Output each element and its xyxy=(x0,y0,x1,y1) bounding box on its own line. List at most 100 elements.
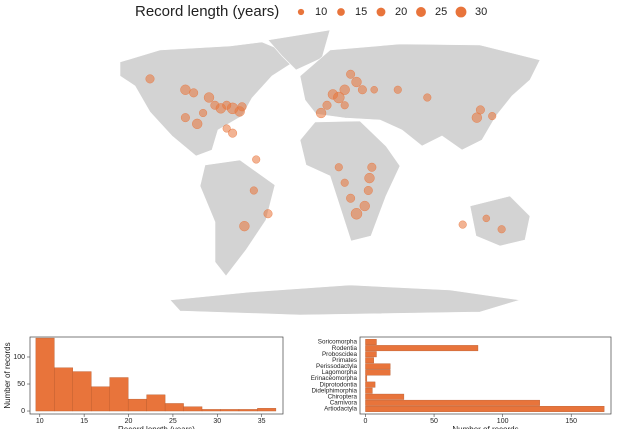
site-point xyxy=(192,118,203,130)
histogram-bar xyxy=(201,409,221,412)
site-point xyxy=(228,128,238,138)
site-point xyxy=(458,220,467,229)
site-point xyxy=(322,100,332,110)
bar xyxy=(365,375,368,382)
histogram-bar xyxy=(109,377,129,412)
legend-label: 30 xyxy=(475,6,487,18)
legend-symbol xyxy=(297,8,305,16)
x-tick-label: 20 xyxy=(125,418,133,425)
site-point xyxy=(359,200,370,212)
y-tick-label: Artiodactyla xyxy=(324,406,357,413)
site-point xyxy=(497,225,506,234)
legend-label: 15 xyxy=(355,6,367,18)
histogram-bar xyxy=(238,409,258,412)
histogram-bar xyxy=(183,406,203,412)
x-tick-label: 150 xyxy=(565,418,577,425)
y-tick-label: Carnivora xyxy=(330,400,358,407)
x-tick-label: 15 xyxy=(80,418,88,425)
australia xyxy=(469,195,531,247)
site-point xyxy=(145,74,155,84)
site-point xyxy=(239,220,250,232)
site-point xyxy=(334,163,343,172)
histogram-frame xyxy=(29,336,284,415)
legend-label: 10 xyxy=(315,6,327,18)
legend-title: Record length (years) xyxy=(135,3,279,20)
south-america xyxy=(199,159,276,277)
legend-symbol xyxy=(376,7,386,17)
bar xyxy=(365,363,391,370)
x-tick-label: 100 xyxy=(497,418,509,425)
histogram-bar xyxy=(72,371,92,412)
histogram-bar xyxy=(220,409,240,412)
site-point xyxy=(367,162,377,172)
site-point xyxy=(346,69,356,79)
bar xyxy=(365,381,376,388)
site-point xyxy=(350,208,363,220)
bar xyxy=(365,406,605,412)
antarctica xyxy=(169,284,521,316)
x-tick-label: 10 xyxy=(36,418,44,425)
bar xyxy=(365,357,374,364)
site-point xyxy=(189,88,199,98)
site-point xyxy=(370,86,378,94)
site-point xyxy=(237,102,247,112)
site-point xyxy=(364,172,375,184)
legend-symbol xyxy=(455,6,467,18)
site-point xyxy=(393,85,402,94)
legend-label: 20 xyxy=(395,6,407,18)
bar xyxy=(365,387,373,394)
site-point xyxy=(263,209,273,219)
histogram-bar xyxy=(35,337,55,412)
x-tick-label: 50 xyxy=(430,418,438,425)
x-tick-label: 0 xyxy=(364,418,368,425)
site-point xyxy=(315,107,327,119)
site-point xyxy=(199,108,208,118)
africa xyxy=(299,120,401,242)
bar xyxy=(365,393,405,400)
eurasia xyxy=(299,43,541,151)
x-axis-title: Number of records xyxy=(452,425,518,429)
y-tick-label: Lagomorpha xyxy=(322,369,358,376)
x-tick-label: 25 xyxy=(169,418,177,425)
site-point xyxy=(482,214,491,223)
site-point xyxy=(222,124,231,133)
site-point xyxy=(351,76,362,88)
site-point xyxy=(488,112,497,121)
y-tick-label: Diprotodontia xyxy=(320,381,358,388)
greenland xyxy=(267,29,331,71)
histogram-bar xyxy=(91,386,110,412)
site-point xyxy=(423,93,432,102)
site-point xyxy=(340,178,349,187)
histogram-bar xyxy=(164,403,184,412)
bar xyxy=(365,345,479,352)
site-point xyxy=(180,113,190,123)
x-tick-label: 35 xyxy=(258,418,266,425)
site-point xyxy=(475,105,485,115)
y-tick-label: Chiroptera xyxy=(328,393,358,400)
x-axis-title: Record length (years) xyxy=(118,425,195,429)
histogram-bar xyxy=(257,408,277,412)
y-tick-label: 50 xyxy=(17,381,25,388)
site-point xyxy=(252,155,261,164)
y-axis-title: Number of records xyxy=(3,342,12,408)
x-tick-label: 30 xyxy=(213,418,221,425)
y-tick-label: Erinaceomorpha xyxy=(311,375,358,382)
world-map xyxy=(119,29,541,316)
y-tick-label: Proboscidea xyxy=(322,351,358,358)
y-tick-label: Primates xyxy=(332,357,357,364)
histogram-bar xyxy=(146,394,166,412)
legend-label: 25 xyxy=(435,6,447,18)
site-point xyxy=(340,101,349,110)
y-tick-label: Soricomorpha xyxy=(318,339,358,346)
y-tick-label: Didelphimorphia xyxy=(311,387,357,394)
y-tick-label: 0 xyxy=(21,408,25,415)
site-point xyxy=(363,185,373,196)
y-tick-label: 100 xyxy=(13,354,25,361)
legend-symbol xyxy=(416,7,426,17)
site-point xyxy=(357,85,367,95)
site-point xyxy=(203,92,215,103)
site-point xyxy=(346,193,356,203)
bar-frame xyxy=(359,336,612,415)
site-point xyxy=(339,84,350,95)
